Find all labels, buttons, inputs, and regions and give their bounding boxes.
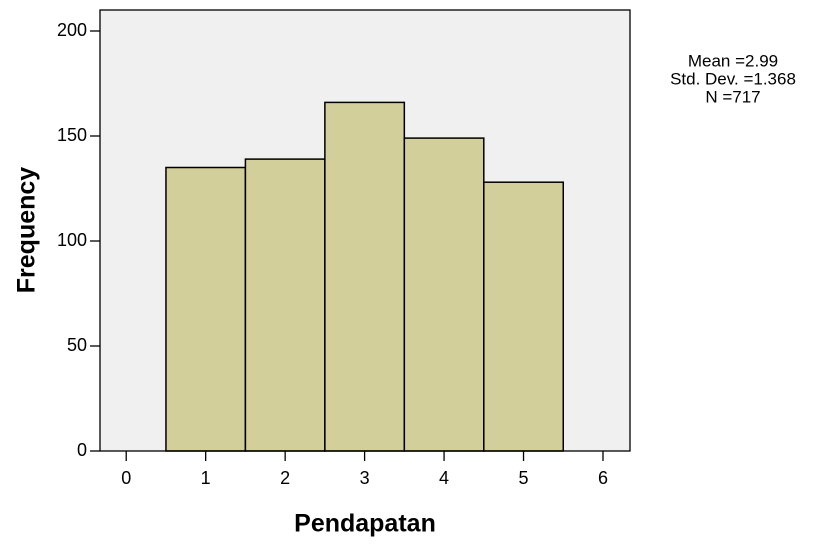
marks <box>165 101 565 452</box>
x-tick-label: 4 <box>439 468 449 488</box>
bar <box>403 137 485 452</box>
x-axis-title: Pendapatan <box>294 510 436 538</box>
x-tick-label: 3 <box>360 468 370 488</box>
y-tick-label: 50 <box>67 335 87 355</box>
y-tick-label: 150 <box>57 125 87 145</box>
x-tick-label: 6 <box>598 468 608 488</box>
bar <box>165 166 247 452</box>
x-tick-label: 5 <box>519 468 529 488</box>
stats-annotation: N =717 <box>705 87 760 106</box>
stats-annotation: Std. Dev. =1.368 <box>670 69 796 88</box>
bar <box>483 181 565 452</box>
x-tick-label: 2 <box>280 468 290 488</box>
y-axis-title: Frequency <box>13 167 41 294</box>
stats-annotation: Mean =2.99 <box>688 51 778 70</box>
bar <box>324 101 406 452</box>
x-tick-label: 1 <box>201 468 211 488</box>
x-tick-label: 0 <box>121 468 131 488</box>
bar <box>244 158 326 452</box>
y-tick-label: 200 <box>57 20 87 40</box>
y-tick-label: 0 <box>77 440 87 460</box>
y-tick-label: 100 <box>57 230 87 250</box>
